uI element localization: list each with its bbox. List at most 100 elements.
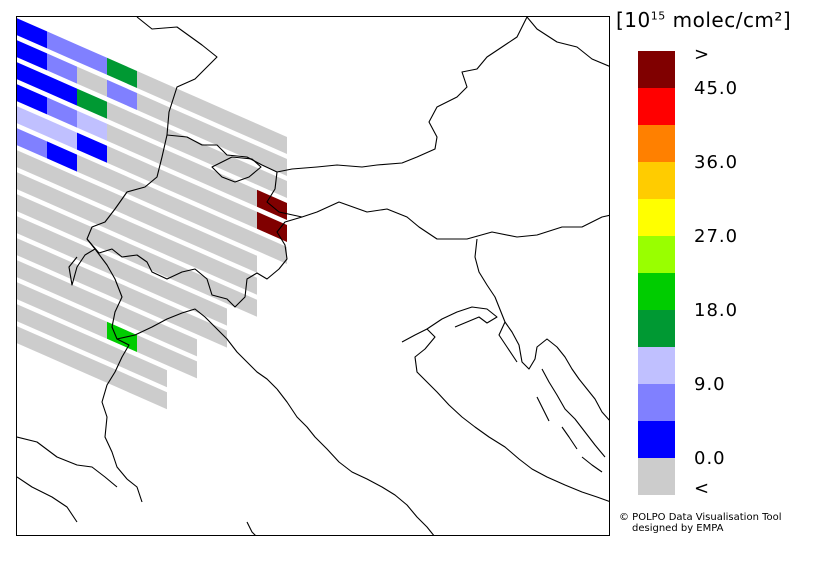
- swath-pixel: [107, 343, 137, 374]
- swath-pixel: [167, 238, 197, 269]
- swath-pixel: [107, 167, 137, 198]
- legend-label-27: 27.0: [694, 226, 739, 247]
- country-borders: [17, 17, 609, 535]
- border-path: [86, 201, 609, 308]
- coast-path: [426, 306, 498, 330]
- swath-pixel: [47, 339, 77, 370]
- credit-line-1: © POLPO Data Visualisation Tool: [619, 512, 782, 523]
- swath-pixel: [47, 229, 77, 260]
- swath-pixel: [77, 88, 107, 119]
- swath-pixel: [167, 194, 197, 225]
- swath-pixel: [77, 352, 107, 383]
- legend-swatch: [638, 421, 675, 458]
- swath-pixel: [47, 97, 77, 128]
- legend-swatch: [638, 199, 675, 236]
- swath-pixel: [77, 132, 107, 163]
- swath-pixel: [227, 110, 257, 141]
- legend-label-9: 9.0: [694, 374, 726, 395]
- swath-pixel: [107, 189, 137, 220]
- swath-pixel: [47, 317, 77, 348]
- legend-label-36: 36.0: [694, 152, 739, 173]
- swath-pixel: [107, 277, 137, 308]
- swath-pixel: [197, 207, 227, 238]
- swath-pixel: [17, 304, 47, 335]
- swath-pixel: [167, 282, 197, 313]
- swath-pixel: [167, 348, 197, 379]
- swath-pixel: [47, 273, 77, 304]
- border-path: [474, 238, 518, 363]
- swath-pixel: [77, 154, 107, 185]
- swath-pixel: [17, 194, 47, 225]
- swath-pixel: [257, 233, 287, 264]
- swath-pixel: [17, 260, 47, 291]
- coast-path: [276, 388, 435, 535]
- swath-pixel: [47, 141, 77, 172]
- swath-pixel: [167, 216, 197, 247]
- swath-pixel: [137, 159, 167, 190]
- border-path: [211, 156, 262, 183]
- border-path: [68, 17, 218, 286]
- swath-pixel: [167, 106, 197, 137]
- swath-pixel: [137, 203, 167, 234]
- swath-pixel: [167, 326, 197, 357]
- swath-pixel: [47, 119, 77, 150]
- border-path: [17, 476, 78, 523]
- coast-path: [116, 308, 278, 390]
- legend-label-above: >: [694, 44, 711, 65]
- border-path: [166, 17, 528, 173]
- swath-pixel: [107, 79, 137, 110]
- credit-line-2: designed by EMPA: [632, 523, 724, 534]
- legend-swatch: [638, 162, 675, 199]
- swath-pixel: [137, 379, 167, 410]
- swath-pixel: [17, 172, 47, 203]
- border-path: [266, 171, 303, 218]
- swath-pixel: [77, 176, 107, 207]
- legend-swatch: [638, 273, 675, 310]
- swath-pixel: [137, 93, 167, 124]
- legend-swatch: [638, 310, 675, 347]
- swath-pixel: [47, 163, 77, 194]
- swath-pixel: [17, 128, 47, 159]
- swath-pixel: [137, 357, 167, 388]
- swath-pixel: [47, 251, 77, 282]
- swath-pixel: [197, 273, 227, 304]
- coast-path: [561, 426, 578, 450]
- legend-swatch: [638, 51, 675, 88]
- swath-pixel: [107, 255, 137, 286]
- swath-pixel: [107, 57, 137, 88]
- legend-swatch: [638, 347, 675, 384]
- legend-label-0: 0.0: [694, 448, 726, 469]
- swath-pixel: [17, 106, 47, 137]
- legend-label-below: <: [694, 478, 711, 499]
- swath-pixel: [77, 66, 107, 97]
- swath-pixel: [257, 167, 287, 198]
- swath-pixel: [197, 119, 227, 150]
- swath-pixel: [197, 141, 227, 172]
- swath-pixel: [47, 75, 77, 106]
- swath-pixel: [137, 335, 167, 366]
- swath-pixel: [227, 220, 257, 251]
- swath-pixel: [17, 84, 47, 115]
- swath-pixel: [107, 101, 137, 132]
- swath-pixel: [167, 260, 197, 291]
- legend-swatch: [638, 125, 675, 162]
- swath-pixel: [17, 238, 47, 269]
- swath-pixel: [107, 299, 137, 330]
- swath-pixel: [17, 150, 47, 181]
- swath-pixel: [137, 115, 167, 146]
- swath-pixel: [137, 269, 167, 300]
- swath-pixel: [257, 145, 287, 176]
- swath-pixel: [197, 295, 227, 326]
- swath-pixel: [197, 229, 227, 260]
- swath-pixel: [107, 321, 137, 352]
- border-path: [526, 17, 609, 67]
- swath-pixel: [77, 286, 107, 317]
- swath-pixel: [137, 291, 167, 322]
- swath-pixel: [17, 40, 47, 71]
- legend-swatch: [638, 88, 675, 125]
- swath-pixel: [167, 172, 197, 203]
- legend-swatch: [638, 384, 675, 421]
- swath-pixel: [227, 242, 257, 273]
- swath-pixel: [77, 220, 107, 251]
- swath-pixel: [137, 313, 167, 344]
